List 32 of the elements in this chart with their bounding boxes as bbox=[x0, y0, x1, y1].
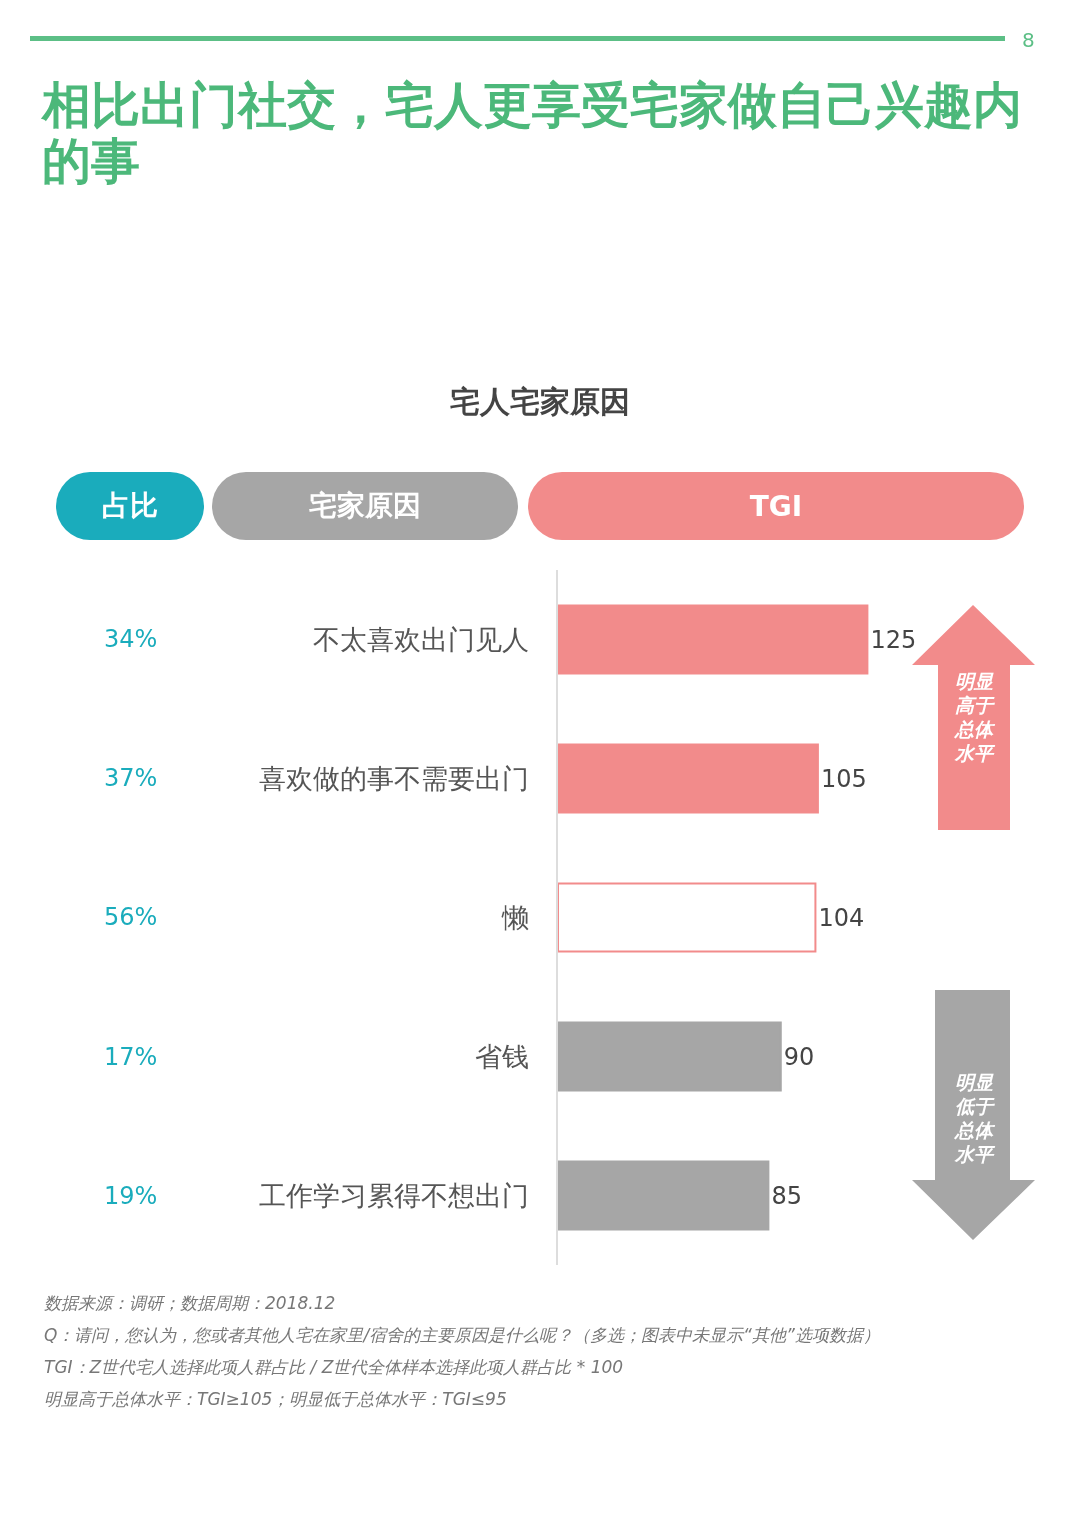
bar bbox=[558, 1021, 782, 1092]
y-tick-label: 懒 bbox=[500, 901, 529, 933]
bar bbox=[558, 882, 817, 953]
data-label: 90 bbox=[783, 1042, 815, 1071]
bar bbox=[558, 1160, 770, 1231]
y-tick-label: 省钱 bbox=[474, 1040, 529, 1072]
text: 19% bbox=[104, 1182, 158, 1210]
text: 37% bbox=[104, 764, 158, 792]
header-pill: 占比 bbox=[56, 472, 204, 540]
y-tick-label: 工作学习累得不想出门 bbox=[258, 1179, 529, 1211]
chart-title: 相比出门社交，宅人更享受宅家做自己兴趣内的事 bbox=[42, 77, 1023, 190]
text: TGI：Z世代宅人选择此项人群占比 / Z世代全体样本选择此项人群占比 * 100 bbox=[44, 1356, 624, 1379]
header-pill: 宅家原因 bbox=[212, 472, 518, 540]
text: 34% bbox=[104, 625, 158, 653]
text: 17% bbox=[104, 1043, 158, 1071]
y-tick-label: 喜欢做的事不需要出门 bbox=[258, 762, 529, 794]
header-pill: TGI bbox=[528, 472, 1024, 540]
text: 明显低于总体水平 bbox=[953, 1070, 996, 1166]
text: Q：请问，您认为，您或者其他人宅在家里/宿舍的主要原因是什么呢？（多选；图表中未显示“其他”选项数据） bbox=[44, 1324, 880, 1347]
text: 56% bbox=[104, 903, 158, 931]
text: 明显高于总体水平 bbox=[953, 669, 996, 765]
source-note: 数据来源：调研；数据周期：2018.12 bbox=[44, 1292, 336, 1315]
text: 8 bbox=[1022, 28, 1035, 52]
y-tick-label: 不太喜欢出门见人 bbox=[312, 623, 529, 655]
data-label: 105 bbox=[820, 764, 867, 793]
bar bbox=[558, 743, 819, 814]
text: 明显高于总体水平：TGI≥105；明显低于总体水平：TGI≤95 bbox=[44, 1388, 507, 1411]
data-label: 125 bbox=[870, 625, 917, 654]
chart-subtitle: 宅人宅家原因 bbox=[449, 383, 631, 421]
bar bbox=[558, 604, 869, 675]
data-label: 104 bbox=[818, 903, 865, 932]
data-label: 85 bbox=[771, 1181, 802, 1210]
